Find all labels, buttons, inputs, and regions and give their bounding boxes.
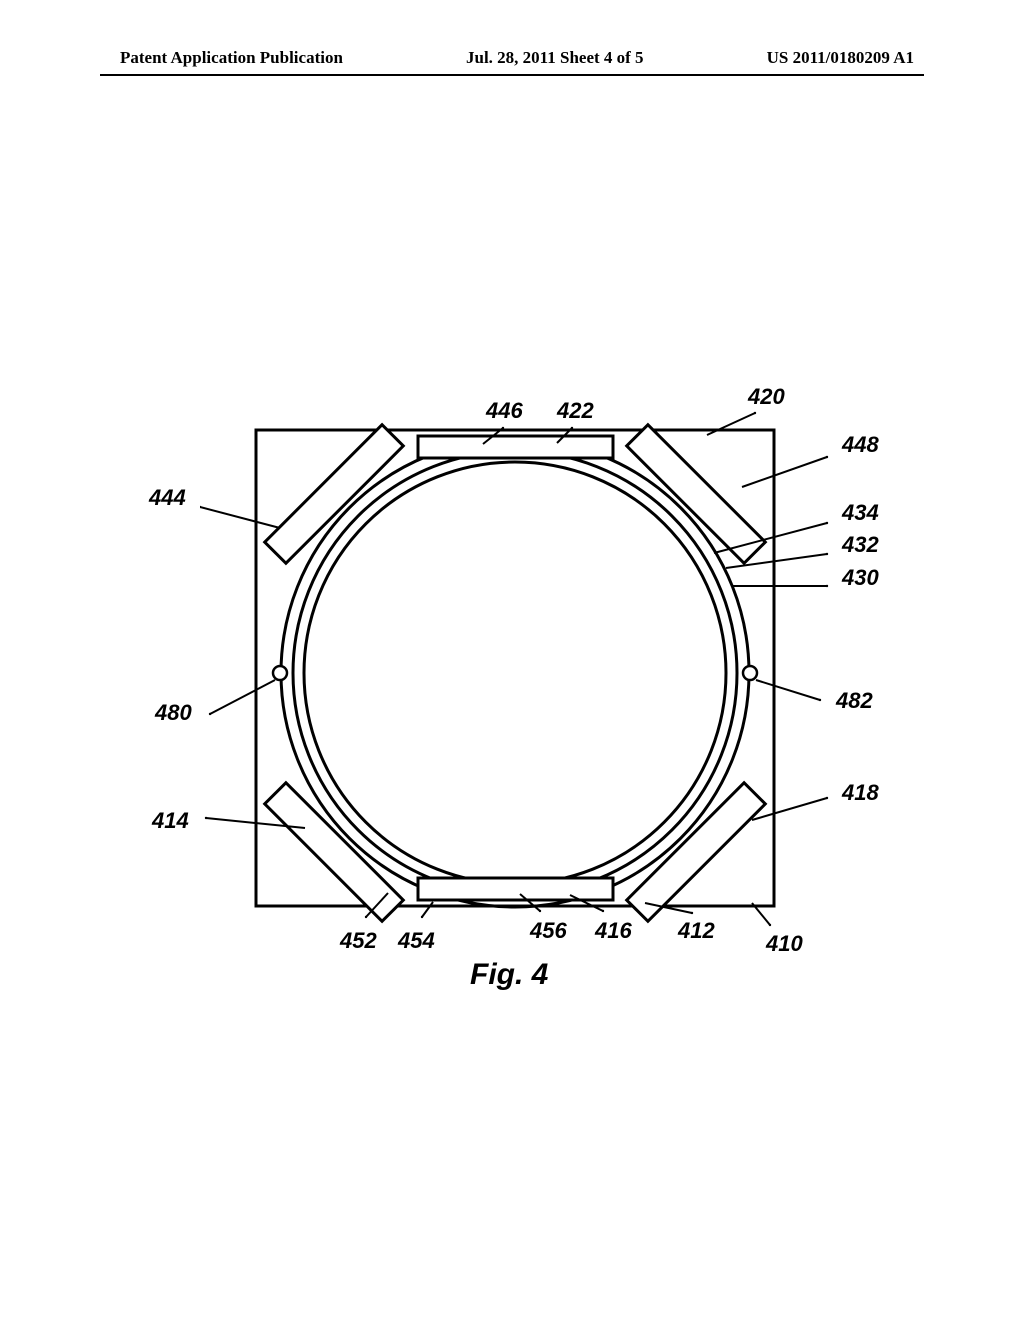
ref-label-448: 448 — [842, 432, 879, 458]
ref-label-420: 420 — [748, 384, 785, 410]
header-pub-number: US 2011/0180209 A1 — [767, 48, 914, 68]
ref-label-434: 434 — [842, 500, 879, 526]
ref-label-430: 430 — [842, 565, 879, 591]
header-date-sheet: Jul. 28, 2011 Sheet 4 of 5 — [466, 48, 644, 68]
ref-label-444: 444 — [149, 485, 186, 511]
ref-label-432: 432 — [842, 532, 879, 558]
ref-label-422: 422 — [557, 398, 594, 424]
header-publication-type: Patent Application Publication — [120, 48, 343, 68]
ref-label-412: 412 — [678, 918, 715, 944]
ref-label-480: 480 — [155, 700, 192, 726]
figure-caption: Fig. 4 — [470, 958, 548, 992]
ref-label-416: 416 — [595, 918, 632, 944]
header-divider — [100, 74, 924, 76]
figure-svg — [200, 400, 840, 960]
ref-label-418: 418 — [842, 780, 879, 806]
ref-label-446: 446 — [486, 398, 523, 424]
ref-label-482: 482 — [836, 688, 873, 714]
patent-figure-4 — [200, 400, 840, 960]
ref-label-456: 456 — [530, 918, 567, 944]
ref-label-410: 410 — [766, 931, 803, 957]
page-header: Patent Application Publication Jul. 28, … — [0, 48, 1024, 68]
ref-label-452: 452 — [340, 928, 377, 954]
ref-label-414: 414 — [152, 808, 189, 834]
ref-label-454: 454 — [398, 928, 435, 954]
